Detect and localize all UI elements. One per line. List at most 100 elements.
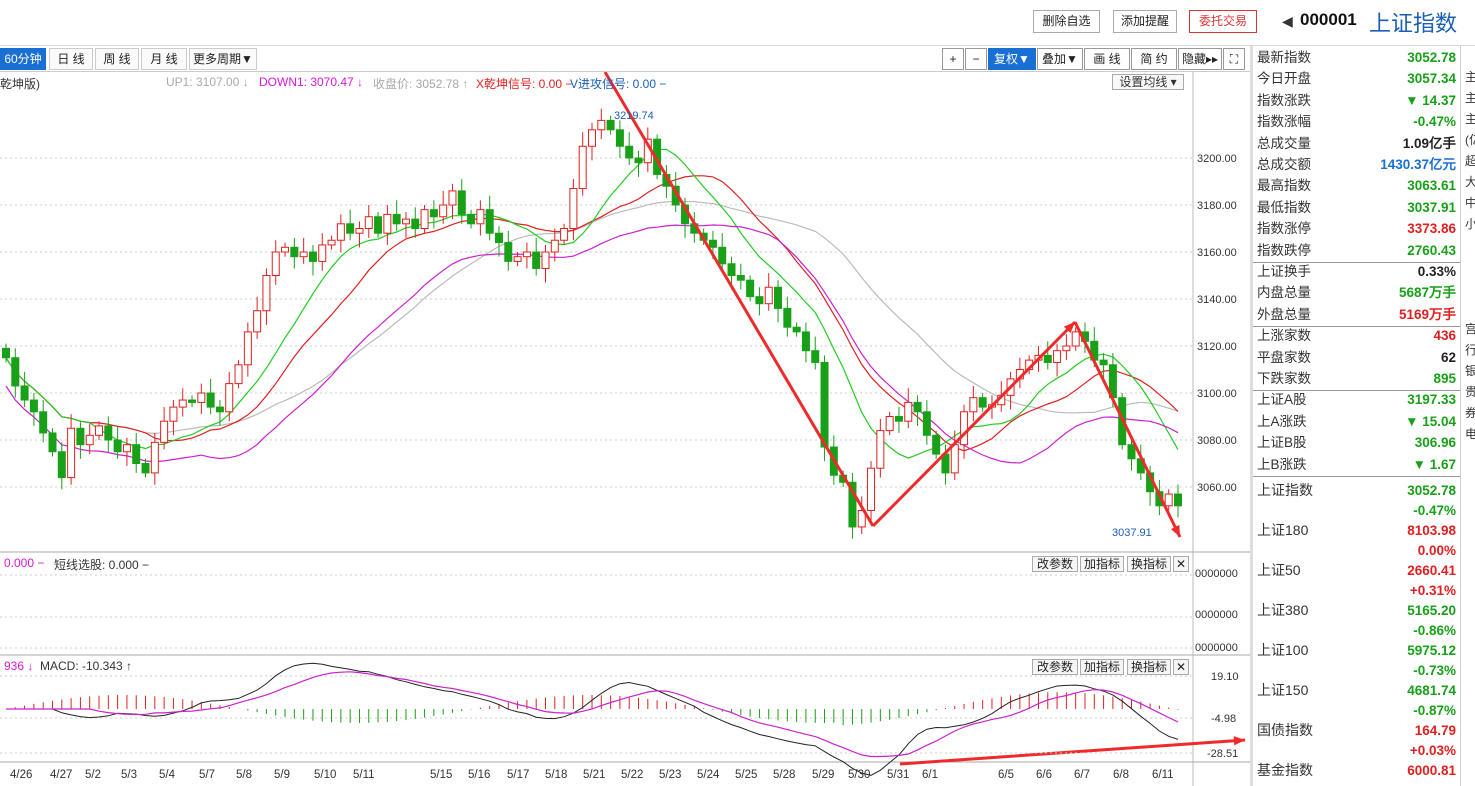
price-tick: 3100.00 — [1197, 388, 1237, 400]
quote-value: 306.96 — [1414, 435, 1456, 451]
quote-row: 内盘总量 5687万手 — [1253, 282, 1460, 303]
period-more[interactable]: 更多周期▼ — [189, 48, 257, 70]
chart-area[interactable]: 3200.00 3180.00 3160.00 3140.00 3120.00 3100.… — [0, 72, 1250, 786]
index-value: 164.79 — [1414, 723, 1456, 738]
quote-value: 0.33% — [1417, 264, 1456, 279]
period-day[interactable]: 日 线 — [49, 48, 93, 70]
remove-watchlist-button[interactable]: 删除自选 — [1033, 10, 1100, 33]
top-bar: 删除自选 添加提醒 委托交易 ◀ 000001 上证指数 — [0, 0, 1475, 46]
candle — [857, 510, 866, 528]
candle — [299, 251, 308, 258]
fullscreen-icon[interactable]: ⛶ — [1223, 48, 1245, 70]
group-divider — [1253, 326, 1460, 328]
vol-swap-indicator-button[interactable]: 换指标 — [1127, 556, 1171, 572]
quote-value: -0.47% — [1413, 114, 1456, 130]
quote-value: 3057.34 — [1407, 71, 1456, 87]
set-ma-button[interactable]: 设置均线 ▾ — [1112, 74, 1184, 90]
date-tick: 5/9 — [274, 769, 290, 781]
index-value: 6000.81 — [1407, 763, 1456, 778]
simple-mode-button[interactable]: 简 约 — [1131, 48, 1177, 70]
quote-value: 5687万手 — [1398, 285, 1456, 301]
date-tick: 5/8 — [236, 769, 252, 781]
date-tick: 5/31 — [887, 769, 909, 781]
index-change: -0.73% — [1413, 663, 1456, 678]
index-label: 上证100 — [1257, 642, 1309, 658]
candle — [346, 223, 355, 234]
hide-button[interactable]: 隐藏▸▸ — [1178, 48, 1222, 70]
quote-value: 3373.86 — [1407, 221, 1456, 237]
candle — [122, 444, 131, 453]
quote-row: 最高指数 3063.61 — [1253, 175, 1460, 196]
quote-label: 最低指数 — [1257, 199, 1311, 215]
index-row[interactable]: 国债指数 164.79 — [1253, 720, 1460, 741]
index-value: 3052.78 — [1407, 483, 1456, 498]
rights-adjust-button[interactable]: 复权▼ — [988, 48, 1036, 70]
panel-separator[interactable] — [1250, 46, 1253, 786]
group-divider — [1253, 262, 1460, 263]
quote-row: 上A涨跌 ▼ 15.04 — [1253, 411, 1460, 432]
quote-value: ▼ 14.37 — [1405, 92, 1456, 108]
candle — [541, 251, 550, 269]
index-row[interactable]: 上证180 8103.98 — [1253, 520, 1460, 541]
period-60min[interactable]: 60分钟 — [0, 48, 46, 70]
date-tick: 6/11 — [1152, 769, 1174, 781]
candle — [364, 216, 373, 229]
candle — [736, 275, 745, 281]
edge-text: 中 — [1465, 194, 1475, 211]
quote-label: 最新指数 — [1257, 50, 1311, 65]
index-row[interactable]: 上证150 4681.74 — [1253, 680, 1460, 701]
macd-indicator — [6, 662, 1179, 776]
quote-label: 总成交额 — [1257, 157, 1311, 172]
macd-close-icon[interactable]: ✕ — [1173, 659, 1189, 675]
vol-params-button[interactable]: 改参数 — [1032, 556, 1078, 572]
up1-label: UP1: 3107.00 ↓ — [166, 75, 249, 89]
candle — [457, 190, 466, 215]
candle — [336, 223, 345, 241]
overlay-button[interactable]: 叠加▼ — [1037, 48, 1083, 70]
trend-up-arrow — [871, 320, 1077, 528]
macd-axis-1: 19.10 — [1211, 671, 1239, 683]
index-label: 上证180 — [1257, 522, 1309, 538]
group-divider — [1253, 390, 1460, 392]
index-label: 上证150 — [1257, 682, 1309, 698]
edge-text: 宫 — [1465, 320, 1475, 337]
vol-close-icon[interactable]: ✕ — [1173, 556, 1189, 572]
candle — [885, 416, 894, 432]
candle — [578, 145, 587, 190]
macd-add-indicator-button[interactable]: 加指标 — [1080, 659, 1124, 675]
period-month[interactable]: 月 线 — [141, 48, 187, 70]
candle — [727, 263, 736, 276]
add-alert-button[interactable]: 添加提醒 — [1113, 10, 1177, 33]
candles — [2, 108, 1182, 539]
candle — [522, 251, 531, 258]
quote-label: 指数跌停 — [1257, 242, 1311, 258]
zoom-out-button[interactable]: − — [965, 48, 987, 70]
candle — [29, 399, 38, 413]
candle — [141, 463, 150, 474]
prev-arrow-icon[interactable]: ◀ — [1282, 13, 1293, 29]
candle — [867, 467, 876, 512]
period-week[interactable]: 周 线 — [95, 48, 139, 70]
index-row[interactable]: 上证指数 3052.78 — [1253, 480, 1460, 501]
index-row[interactable]: 上证50 2660.41 — [1253, 560, 1460, 581]
candle — [904, 401, 913, 422]
trade-button[interactable]: 委托交易 — [1189, 10, 1257, 33]
zoom-in-button[interactable]: + — [942, 48, 964, 70]
vol-add-indicator-button[interactable]: 加指标 — [1080, 556, 1124, 572]
index-row[interactable]: 基金指数 6000.81 — [1253, 760, 1460, 781]
high-annotation: 3219.74 — [614, 110, 654, 122]
index-value: 8103.98 — [1407, 523, 1456, 538]
macd-params-button[interactable]: 改参数 — [1032, 659, 1078, 675]
index-row[interactable]: 上证380 5165.20 — [1253, 600, 1460, 621]
price-tick: 3080.00 — [1197, 435, 1237, 447]
candle — [504, 242, 513, 262]
ma-line — [5, 224, 1179, 464]
x-signal-label: X乾坤信号: 0.00 − — [476, 77, 573, 91]
macd-swap-indicator-button[interactable]: 换指标 — [1127, 659, 1171, 675]
index-row[interactable]: 上证100 5975.12 — [1253, 640, 1460, 661]
quote-label: 指数涨幅 — [1257, 114, 1311, 130]
candle — [755, 296, 764, 305]
index-label: 上证指数 — [1257, 482, 1313, 498]
candle — [85, 434, 94, 446]
draw-line-button[interactable]: 画 线 — [1084, 48, 1130, 70]
